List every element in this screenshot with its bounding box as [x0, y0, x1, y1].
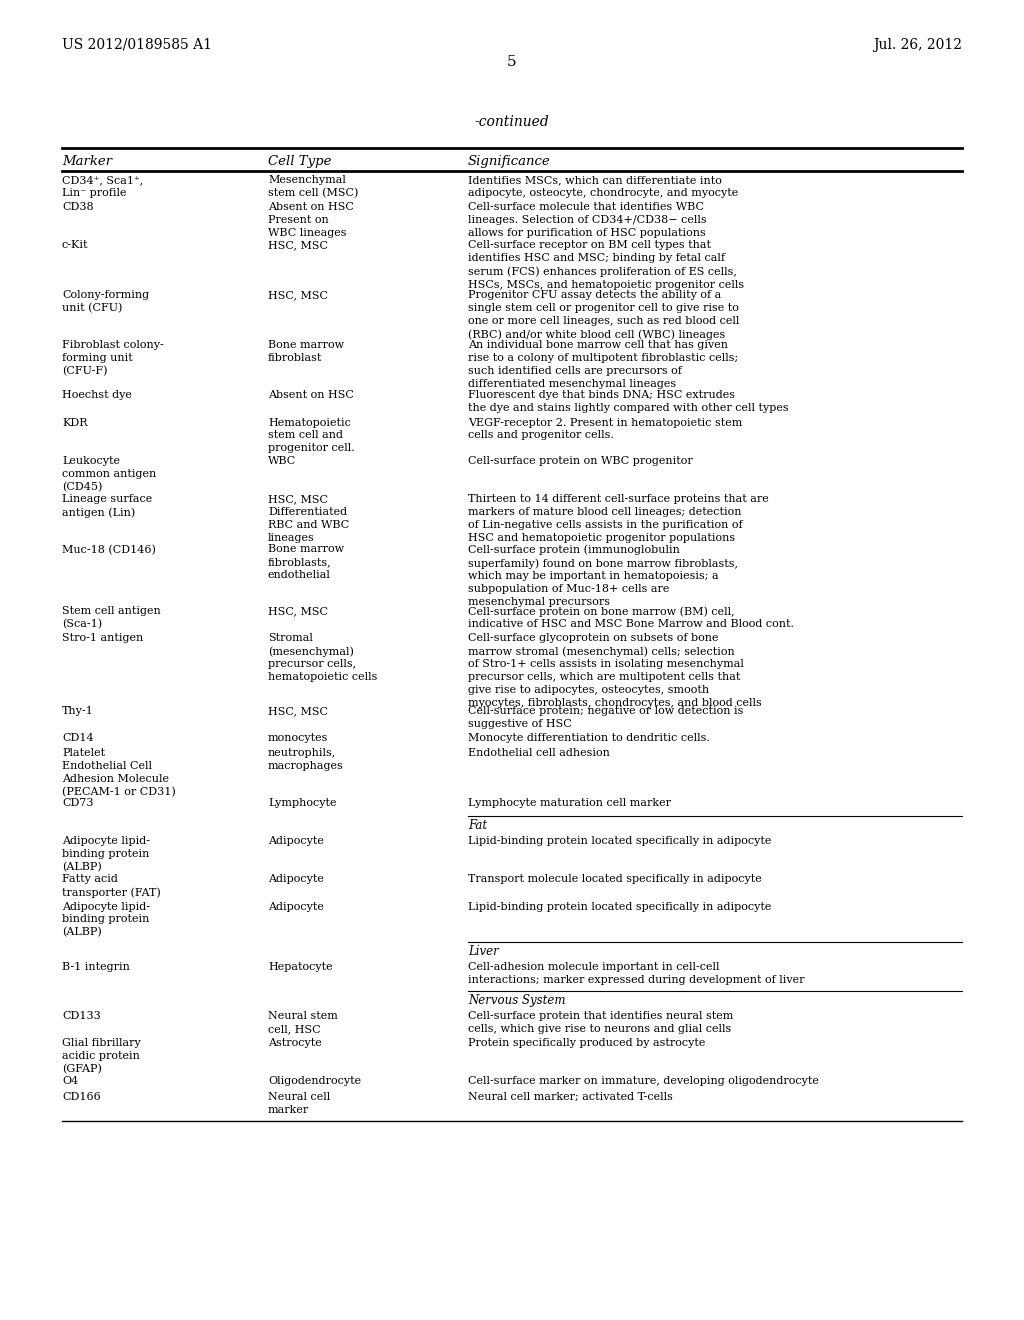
- Text: Cell-surface molecule that identifies WBC
lineages. Selection of CD34+/CD38− cel: Cell-surface molecule that identifies WB…: [468, 202, 707, 238]
- Text: Hematopoietic
stem cell and
progenitor cell.: Hematopoietic stem cell and progenitor c…: [268, 417, 354, 453]
- Text: Nervous System: Nervous System: [468, 994, 565, 1007]
- Text: Protein specifically produced by astrocyte: Protein specifically produced by astrocy…: [468, 1038, 706, 1048]
- Text: Marker: Marker: [62, 154, 112, 168]
- Text: CD73: CD73: [62, 799, 93, 808]
- Text: Cell-surface protein that identifies neural stem
cells, which give rise to neuro: Cell-surface protein that identifies neu…: [468, 1011, 733, 1034]
- Text: Absent on HSC: Absent on HSC: [268, 391, 354, 400]
- Text: Neural stem
cell, HSC: Neural stem cell, HSC: [268, 1011, 338, 1034]
- Text: O4: O4: [62, 1077, 78, 1086]
- Text: Oligodendrocyte: Oligodendrocyte: [268, 1077, 361, 1086]
- Text: Liver: Liver: [468, 945, 499, 958]
- Text: CD166: CD166: [62, 1092, 100, 1102]
- Text: Cell-surface glycoprotein on subsets of bone
marrow stromal (mesenchymal) cells;: Cell-surface glycoprotein on subsets of …: [468, 634, 762, 708]
- Text: Muc-18 (CD146): Muc-18 (CD146): [62, 544, 156, 554]
- Text: Cell-surface receptor on BM cell types that
identifies HSC and MSC; binding by f: Cell-surface receptor on BM cell types t…: [468, 240, 744, 289]
- Text: Mesenchymal
stem cell (MSC): Mesenchymal stem cell (MSC): [268, 176, 358, 198]
- Text: Neural cell
marker: Neural cell marker: [268, 1092, 331, 1115]
- Text: c-Kit: c-Kit: [62, 240, 88, 251]
- Text: Cell Type: Cell Type: [268, 154, 332, 168]
- Text: HSC, MSC: HSC, MSC: [268, 240, 328, 251]
- Text: VEGF-receptor 2. Present in hematopoietic stem
cells and progenitor cells.: VEGF-receptor 2. Present in hematopoieti…: [468, 417, 742, 441]
- Text: Lipid-binding protein located specifically in adipocyte: Lipid-binding protein located specifical…: [468, 836, 771, 846]
- Text: Stro-1 antigen: Stro-1 antigen: [62, 634, 143, 643]
- Text: Monocyte differentiation to dendritic cells.: Monocyte differentiation to dendritic ce…: [468, 733, 710, 743]
- Text: Colony-forming
unit (CFU): Colony-forming unit (CFU): [62, 290, 150, 314]
- Text: neutrophils,
macrophages: neutrophils, macrophages: [268, 748, 344, 771]
- Text: Bone marrow
fibroblast: Bone marrow fibroblast: [268, 341, 344, 363]
- Text: Lymphocyte maturation cell marker: Lymphocyte maturation cell marker: [468, 799, 671, 808]
- Text: Stromal
(mesenchymal)
precursor cells,
hematopoietic cells: Stromal (mesenchymal) precursor cells, h…: [268, 634, 378, 682]
- Text: Cell-surface protein; negative or low detection is
suggestive of HSC: Cell-surface protein; negative or low de…: [468, 706, 743, 729]
- Text: CD38: CD38: [62, 202, 93, 213]
- Text: Glial fibrillary
acidic protein
(GFAP): Glial fibrillary acidic protein (GFAP): [62, 1038, 140, 1074]
- Text: Absent on HSC
Present on
WBC lineages: Absent on HSC Present on WBC lineages: [268, 202, 354, 238]
- Text: Jul. 26, 2012: Jul. 26, 2012: [873, 38, 962, 51]
- Text: Cell-surface protein on bone marrow (BM) cell,
indicative of HSC and MSC Bone Ma: Cell-surface protein on bone marrow (BM)…: [468, 606, 794, 630]
- Text: Significance: Significance: [468, 154, 551, 168]
- Text: Cell-surface protein (immunoglobulin
superfamily) found on bone marrow fibroblas: Cell-surface protein (immunoglobulin sup…: [468, 544, 738, 607]
- Text: Stem cell antigen
(Sca-1): Stem cell antigen (Sca-1): [62, 606, 161, 630]
- Text: 5: 5: [507, 55, 517, 69]
- Text: KDR: KDR: [62, 417, 87, 428]
- Text: Adipocyte: Adipocyte: [268, 836, 324, 846]
- Text: Neural cell marker; activated T-cells: Neural cell marker; activated T-cells: [468, 1092, 673, 1102]
- Text: Cell-adhesion molecule important in cell-cell
interactions; marker expressed dur: Cell-adhesion molecule important in cell…: [468, 962, 805, 985]
- Text: Endothelial cell adhesion: Endothelial cell adhesion: [468, 748, 610, 759]
- Text: Adipocyte lipid-
binding protein
(ALBP): Adipocyte lipid- binding protein (ALBP): [62, 836, 150, 873]
- Text: Hepatocyte: Hepatocyte: [268, 962, 333, 972]
- Text: CD34⁺, Sca1⁺,
Lin⁻ profile: CD34⁺, Sca1⁺, Lin⁻ profile: [62, 176, 143, 198]
- Text: Progenitor CFU assay detects the ability of a
single stem cell or progenitor cel: Progenitor CFU assay detects the ability…: [468, 290, 739, 339]
- Text: Astrocyte: Astrocyte: [268, 1038, 322, 1048]
- Text: Transport molecule located specifically in adipocyte: Transport molecule located specifically …: [468, 874, 762, 884]
- Text: Adipocyte: Adipocyte: [268, 902, 324, 912]
- Text: -continued: -continued: [475, 115, 549, 129]
- Text: Thy-1: Thy-1: [62, 706, 94, 715]
- Text: Cell-surface marker on immature, developing oligodendrocyte: Cell-surface marker on immature, develop…: [468, 1077, 819, 1086]
- Text: HSC, MSC: HSC, MSC: [268, 290, 328, 301]
- Text: Lymphocyte: Lymphocyte: [268, 799, 337, 808]
- Text: Fat: Fat: [468, 818, 487, 832]
- Text: Thirteen to 14 different cell-surface proteins that are
markers of mature blood : Thirteen to 14 different cell-surface pr…: [468, 495, 769, 543]
- Text: HSC, MSC
Differentiated
RBC and WBC
lineages: HSC, MSC Differentiated RBC and WBC line…: [268, 495, 349, 543]
- Text: Cell-surface protein on WBC progenitor: Cell-surface protein on WBC progenitor: [468, 455, 693, 466]
- Text: Identifies MSCs, which can differentiate into
adipocyte, osteocyte, chondrocyte,: Identifies MSCs, which can differentiate…: [468, 176, 738, 198]
- Text: Platelet
Endothelial Cell
Adhesion Molecule
(PECAM-1 or CD31): Platelet Endothelial Cell Adhesion Molec…: [62, 748, 176, 797]
- Text: CD133: CD133: [62, 1011, 100, 1020]
- Text: Fluorescent dye that binds DNA; HSC extrudes
the dye and stains lightly compared: Fluorescent dye that binds DNA; HSC extr…: [468, 391, 788, 413]
- Text: Fibroblast colony-
forming unit
(CFU-F): Fibroblast colony- forming unit (CFU-F): [62, 341, 164, 376]
- Text: Fatty acid
transporter (FAT): Fatty acid transporter (FAT): [62, 874, 161, 898]
- Text: HSC, MSC: HSC, MSC: [268, 706, 328, 715]
- Text: monocytes: monocytes: [268, 733, 329, 743]
- Text: Bone marrow
fibroblasts,
endothelial: Bone marrow fibroblasts, endothelial: [268, 544, 344, 579]
- Text: CD14: CD14: [62, 733, 93, 743]
- Text: An individual bone marrow cell that has given
rise to a colony of multipotent fi: An individual bone marrow cell that has …: [468, 341, 738, 389]
- Text: B-1 integrin: B-1 integrin: [62, 962, 130, 972]
- Text: Adipocyte: Adipocyte: [268, 874, 324, 884]
- Text: US 2012/0189585 A1: US 2012/0189585 A1: [62, 38, 212, 51]
- Text: Leukocyte
common antigen
(CD45): Leukocyte common antigen (CD45): [62, 455, 157, 492]
- Text: Hoechst dye: Hoechst dye: [62, 391, 132, 400]
- Text: Lipid-binding protein located specifically in adipocyte: Lipid-binding protein located specifical…: [468, 902, 771, 912]
- Text: WBC: WBC: [268, 455, 296, 466]
- Text: Lineage surface
antigen (Lin): Lineage surface antigen (Lin): [62, 495, 153, 517]
- Text: Adipocyte lipid-
binding protein
(ALBP): Adipocyte lipid- binding protein (ALBP): [62, 902, 150, 937]
- Text: HSC, MSC: HSC, MSC: [268, 606, 328, 616]
